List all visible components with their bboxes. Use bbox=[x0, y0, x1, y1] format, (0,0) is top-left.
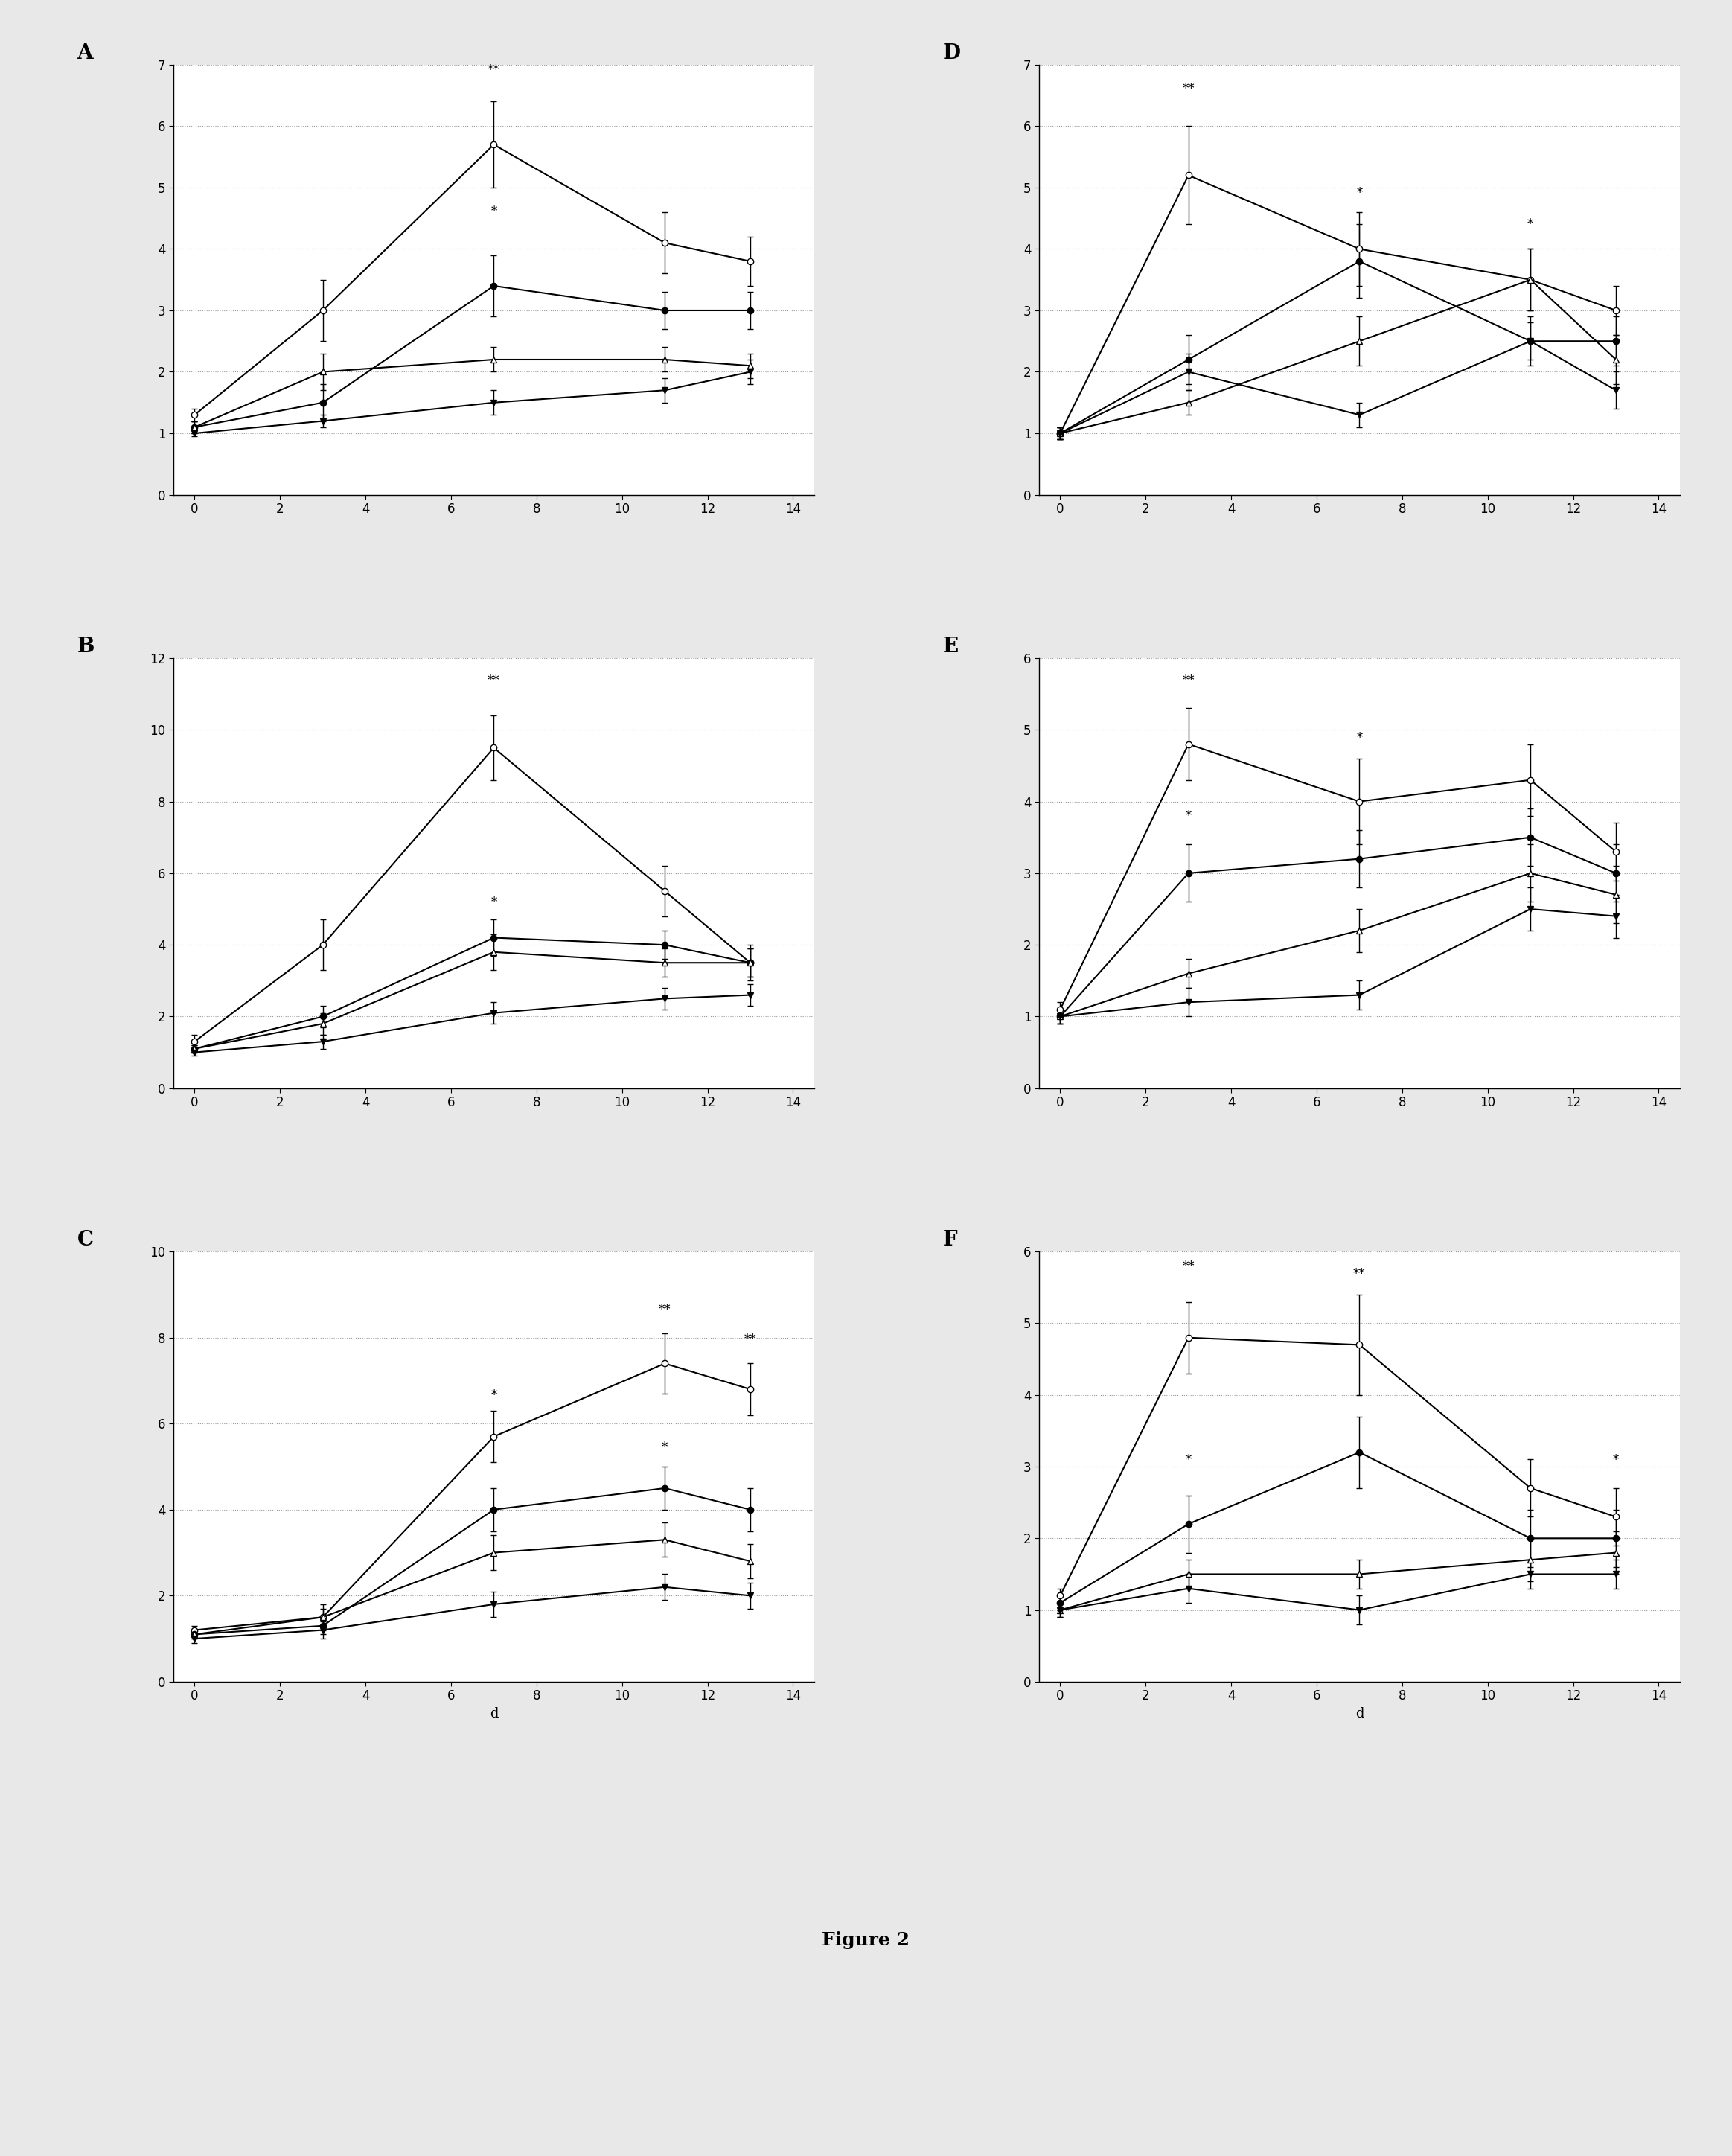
Text: *: * bbox=[662, 1440, 669, 1453]
Text: **: ** bbox=[745, 1335, 757, 1345]
Text: Figure 2: Figure 2 bbox=[823, 1932, 909, 1949]
X-axis label: d: d bbox=[1354, 1708, 1363, 1720]
Text: *: * bbox=[490, 897, 497, 910]
Text: *: * bbox=[1612, 1453, 1619, 1466]
Text: **: ** bbox=[1183, 675, 1195, 688]
Text: *: * bbox=[1185, 811, 1192, 824]
Text: **: ** bbox=[488, 675, 501, 688]
Text: F: F bbox=[942, 1231, 958, 1250]
Text: *: * bbox=[1356, 731, 1363, 744]
Text: E: E bbox=[942, 636, 958, 658]
Text: *: * bbox=[1356, 188, 1363, 201]
Text: B: B bbox=[76, 636, 95, 658]
Text: **: ** bbox=[1183, 1261, 1195, 1274]
X-axis label: d: d bbox=[490, 1708, 499, 1720]
Text: **: ** bbox=[658, 1304, 670, 1315]
Text: C: C bbox=[76, 1231, 94, 1250]
Text: *: * bbox=[1185, 1453, 1192, 1466]
Text: *: * bbox=[1528, 218, 1533, 231]
Text: *: * bbox=[490, 1388, 497, 1401]
Text: **: ** bbox=[1183, 82, 1195, 95]
Text: *: * bbox=[490, 205, 497, 218]
Text: D: D bbox=[942, 43, 961, 63]
Text: **: ** bbox=[488, 65, 501, 78]
Text: A: A bbox=[76, 43, 94, 63]
Text: **: ** bbox=[1353, 1268, 1365, 1281]
